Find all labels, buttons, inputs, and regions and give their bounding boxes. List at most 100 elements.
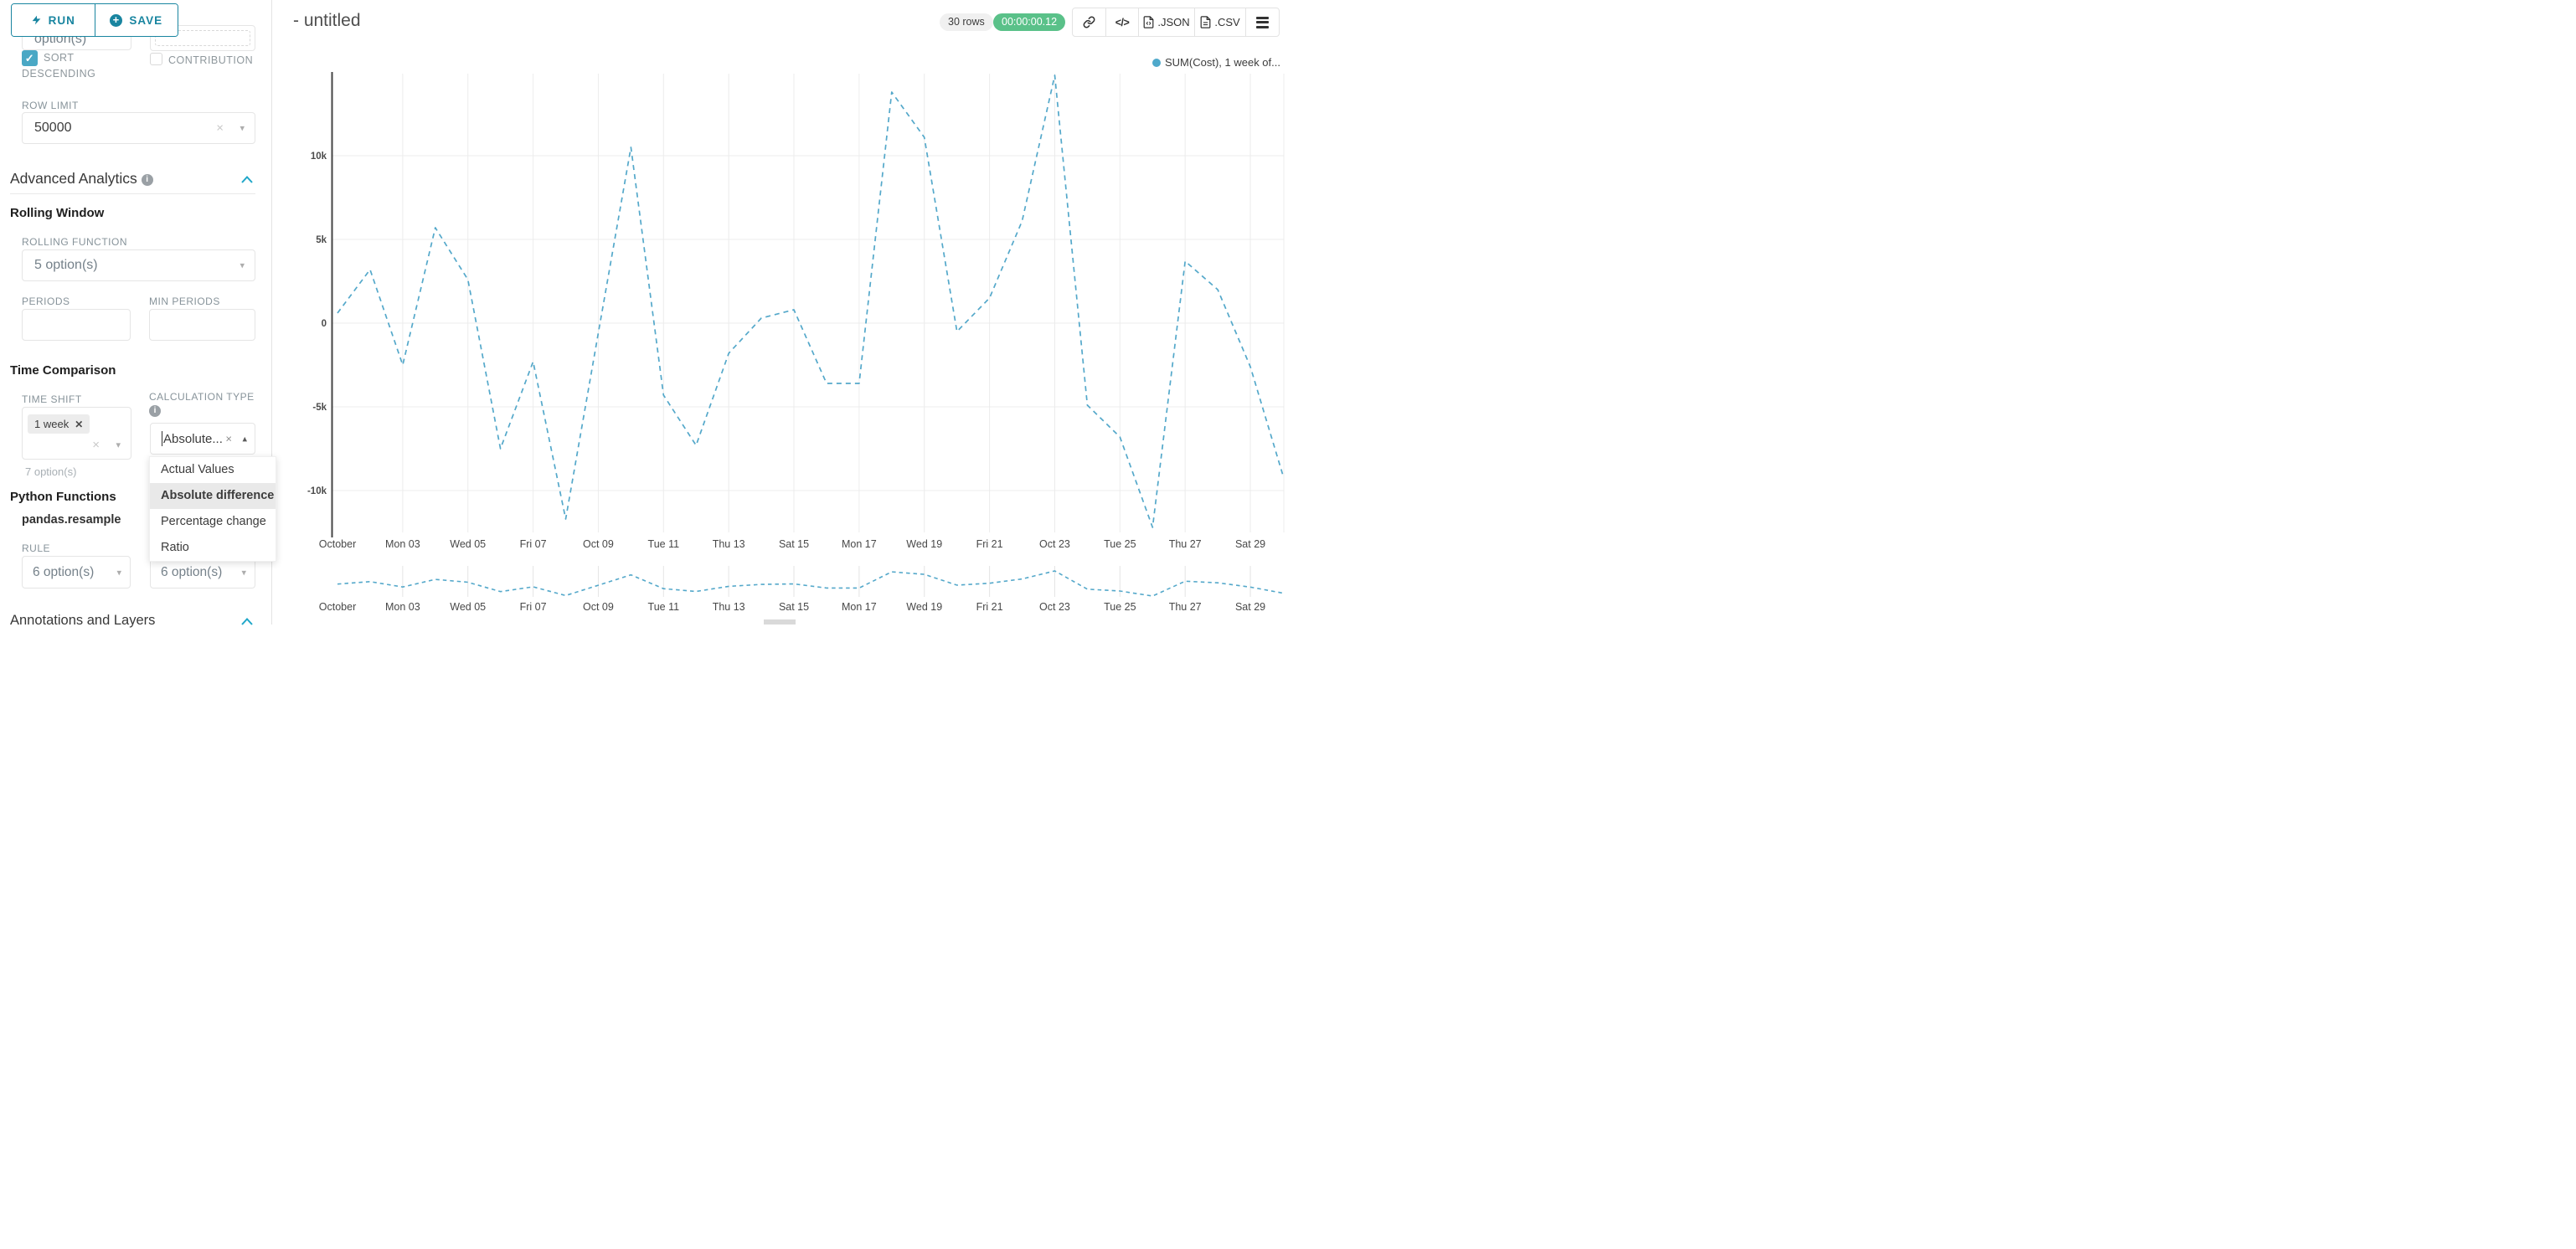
svg-text:Sat 29: Sat 29 <box>1235 538 1265 550</box>
rule-label: RULE <box>22 542 51 554</box>
svg-text:10k: 10k <box>311 152 327 162</box>
export-json-button[interactable]: .JSON <box>1138 8 1194 36</box>
save-button[interactable]: + SAVE <box>94 4 178 36</box>
code-icon: </> <box>1115 16 1130 28</box>
dropdown-option[interactable]: Actual Values <box>161 463 234 476</box>
advanced-analytics-header[interactable]: Advanced Analytics i <box>10 170 153 188</box>
method-value: 6 option(s) <box>161 564 223 579</box>
clear-icon[interactable]: × <box>216 121 224 136</box>
svg-text:Wed 05: Wed 05 <box>450 601 486 613</box>
svg-text:October: October <box>319 538 356 550</box>
partially-visible-element <box>764 619 796 624</box>
row-limit-label: ROW LIMIT <box>22 100 79 111</box>
legend-series-label: SUM(Cost), 1 week of... <box>1165 56 1280 69</box>
svg-text:Mon 03: Mon 03 <box>385 601 420 613</box>
svg-text:0: 0 <box>322 319 327 329</box>
periods-input[interactable] <box>22 309 131 341</box>
annotations-layers-header[interactable]: Annotations and Layers <box>10 613 156 628</box>
legend-series-dot <box>1152 58 1161 67</box>
info-icon[interactable]: i <box>149 405 161 417</box>
time-shift-helper: 7 option(s) <box>25 465 77 478</box>
control-panel: option(s) RUN + SAVE ✓ SORT DESCENDING CO… <box>0 0 276 628</box>
svg-text:Fri 07: Fri 07 <box>520 538 547 550</box>
mini-chart-brush[interactable]: October Mon 03 Wed 05 Fri 07 Oct 09 Tue 11 Thu… <box>301 559 1286 618</box>
time-shift-label: TIME SHIFT <box>22 393 82 405</box>
chevron-down-icon[interactable]: ▾ <box>241 568 246 578</box>
panel-divider <box>271 0 272 624</box>
export-json-label: .JSON <box>1157 16 1190 28</box>
chart-legend[interactable]: SUM(Cost), 1 week of... <box>1152 56 1280 69</box>
contribution-checkbox-row[interactable]: CONTRIBUTION <box>150 53 267 69</box>
svg-text:Tue 25: Tue 25 <box>1104 601 1136 613</box>
svg-text:Sat 15: Sat 15 <box>779 538 809 550</box>
chevron-up-icon[interactable]: ▴ <box>242 434 247 445</box>
dropdown-option[interactable]: Absolute difference <box>150 483 276 509</box>
rule-select[interactable]: 6 option(s) ▾ <box>22 556 131 589</box>
svg-text:Thu 27: Thu 27 <box>1169 601 1202 613</box>
rolling-function-select[interactable]: 5 option(s) ▾ <box>22 249 255 281</box>
embed-code-button[interactable]: </> <box>1105 8 1138 36</box>
remove-tag-icon[interactable]: ✕ <box>75 418 84 430</box>
svg-text:Fri 21: Fri 21 <box>976 601 1003 613</box>
chevron-down-icon[interactable]: ▾ <box>240 260 245 271</box>
chevron-up-icon[interactable] <box>241 618 253 625</box>
time-comparison-header: Time Comparison <box>10 363 116 378</box>
chevron-down-icon[interactable]: ▾ <box>116 440 121 450</box>
svg-text:Thu 27: Thu 27 <box>1169 538 1202 550</box>
hamburger-menu-icon <box>1256 14 1269 30</box>
svg-text:Mon 17: Mon 17 <box>842 538 877 550</box>
main-chart-canvas: 10k 5k 0 -5k -10k October Mon 03 Wed 05 Fri 07 Oc… <box>307 72 1285 550</box>
section-divider <box>10 193 255 194</box>
svg-text:Oct 09: Oct 09 <box>583 601 614 613</box>
calculation-type-select[interactable]: Absolute... × ▴ <box>150 423 255 455</box>
pandas-resample-label: pandas.resample <box>22 513 121 527</box>
chevron-down-icon[interactable]: ▾ <box>240 123 245 134</box>
rolling-function-label: ROLLING FUNCTION <box>22 236 128 248</box>
time-shift-tag: 1 week ✕ <box>28 414 90 434</box>
svg-text:Oct 09: Oct 09 <box>583 538 614 550</box>
python-functions-header: Python Functions <box>10 490 116 504</box>
chevron-down-icon[interactable]: ▾ <box>116 568 121 578</box>
svg-text:Tue 25: Tue 25 <box>1104 538 1136 550</box>
svg-text:-10k: -10k <box>307 486 327 496</box>
sort-descending-checkbox-row[interactable]: ✓ SORT DESCENDING <box>22 50 116 82</box>
info-icon[interactable]: i <box>141 174 153 186</box>
svg-text:Thu 13: Thu 13 <box>713 601 745 613</box>
row-count-badge: 30 rows <box>940 13 993 31</box>
row-limit-select[interactable]: 50000 × ▾ <box>22 112 255 144</box>
svg-text:Sat 29: Sat 29 <box>1235 601 1265 613</box>
dropdown-option[interactable]: Percentage change <box>161 515 266 528</box>
rolling-function-value: 5 option(s) <box>34 258 98 272</box>
min-periods-label: MIN PERIODS <box>149 296 220 307</box>
chevron-up-icon[interactable] <box>241 176 253 183</box>
run-button[interactable]: RUN <box>12 4 95 36</box>
svg-text:Wed 19: Wed 19 <box>906 601 942 613</box>
query-button-group: RUN + SAVE <box>11 3 178 37</box>
lightning-bolt-icon <box>32 15 40 25</box>
checkbox-checked-icon[interactable]: ✓ <box>22 50 38 66</box>
more-options-button[interactable] <box>1245 8 1279 36</box>
periods-label: PERIODS <box>22 296 70 307</box>
clear-icon[interactable]: × <box>225 432 232 445</box>
time-shift-select[interactable]: 1 week ✕ × ▾ <box>22 407 131 460</box>
calculation-type-label: CALCULATION TYPE <box>149 391 255 403</box>
dashed-placeholder <box>155 30 250 46</box>
query-timer-badge: 00:00:00.12 <box>993 13 1066 31</box>
min-periods-input[interactable] <box>149 309 255 341</box>
export-csv-button[interactable]: .CSV <box>1194 8 1245 36</box>
share-link-button[interactable] <box>1073 8 1105 36</box>
svg-text:-5k: -5k <box>312 403 327 413</box>
clear-icon[interactable]: × <box>92 438 100 452</box>
calculation-type-dropdown: Actual Values Absolute difference Percenta… <box>149 456 276 562</box>
svg-text:5k: 5k <box>316 235 327 245</box>
svg-text:Wed 19: Wed 19 <box>906 538 942 550</box>
svg-text:Fri 21: Fri 21 <box>976 538 1003 550</box>
dropdown-option[interactable]: Ratio <box>161 541 189 554</box>
checkbox-unchecked-icon[interactable] <box>150 53 162 65</box>
rule-value: 6 option(s) <box>33 564 95 579</box>
svg-text:October: October <box>319 601 356 613</box>
chart-title[interactable]: - untitled <box>293 11 361 30</box>
file-json-icon <box>1143 16 1154 28</box>
export-button-group: </> .JSON .CSV <box>1072 8 1280 37</box>
svg-text:Mon 17: Mon 17 <box>842 601 877 613</box>
